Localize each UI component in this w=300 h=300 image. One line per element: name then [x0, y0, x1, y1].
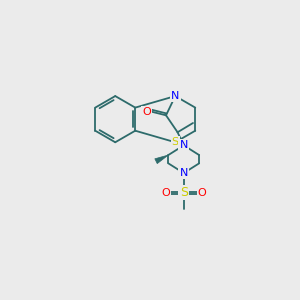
Text: S: S — [172, 137, 179, 147]
Text: O: O — [142, 107, 151, 117]
Text: O: O — [161, 188, 170, 198]
Text: N: N — [179, 168, 188, 178]
Text: N: N — [171, 91, 179, 101]
Text: N: N — [179, 140, 188, 150]
Text: S: S — [180, 186, 188, 199]
Polygon shape — [155, 155, 168, 164]
Text: O: O — [198, 188, 207, 198]
